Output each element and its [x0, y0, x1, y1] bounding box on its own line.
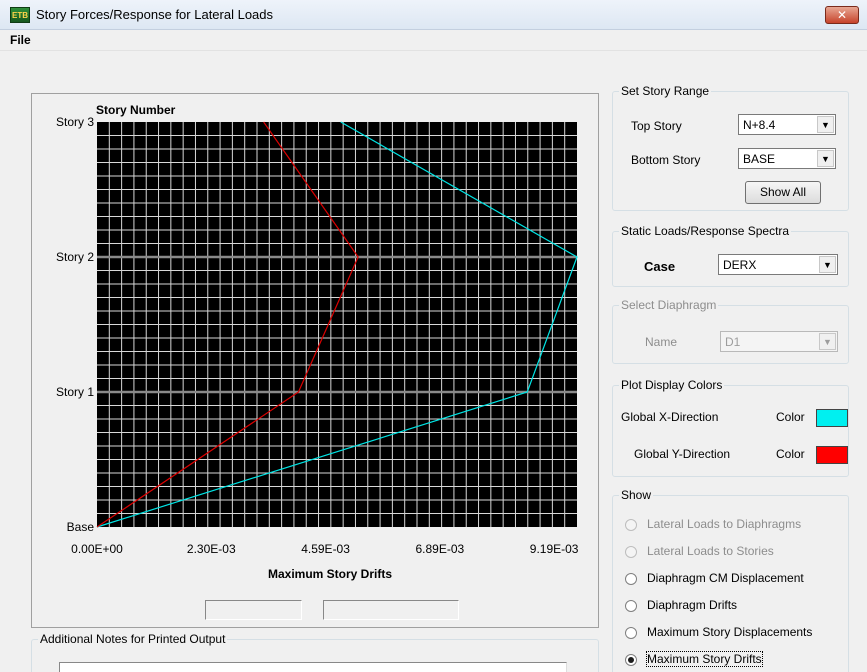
notes-group: Additional Notes for Printed Output — [31, 632, 599, 672]
show-all-button[interactable]: Show All — [745, 181, 821, 204]
show-option-label: Maximum Story Displacements — [647, 625, 813, 639]
y-tick-label: Story 2 — [56, 250, 94, 264]
x-color-label: Color — [776, 410, 805, 424]
bottom-story-label: Bottom Story — [631, 153, 701, 167]
diaphragm-group: Select Diaphragm — [612, 298, 849, 364]
close-icon[interactable]: ✕ — [836, 8, 848, 22]
bottom-story-value: BASE — [743, 152, 776, 166]
show-option-label: Lateral Loads to Diaphragms — [647, 517, 802, 531]
diaphragm-legend: Select Diaphragm — [621, 298, 717, 312]
close-button[interactable]: ✕ — [825, 6, 859, 24]
diaphragm-name-label: Name — [645, 335, 678, 349]
notes-legend: Additional Notes for Printed Output — [40, 632, 226, 646]
radio-button[interactable] — [625, 600, 637, 612]
top-story-label: Top Story — [631, 119, 682, 133]
x-color-swatch[interactable] — [816, 409, 848, 427]
y-tick-label: Story 1 — [56, 385, 94, 399]
app-icon: ETB — [10, 7, 30, 23]
show-option-label: Diaphragm CM Displacement — [647, 571, 804, 585]
chevron-down-icon[interactable]: ▼ — [817, 150, 834, 167]
case-label: Case — [644, 259, 676, 274]
show-option-label: Lateral Loads to Stories — [647, 544, 774, 558]
chevron-down-icon: ▼ — [819, 333, 836, 350]
story-range-legend: Set Story Range — [621, 84, 710, 98]
case-value: DERX — [723, 258, 757, 272]
top-story-select[interactable]: N+8.4 ▼ — [738, 114, 836, 135]
diaphragm-select: D1 ▼ — [720, 331, 838, 352]
plot-colors-group: Plot Display Colors — [612, 378, 849, 477]
x-tick-label: 6.89E-03 — [415, 542, 464, 556]
story-range-group: Set Story Range — [612, 84, 849, 211]
y-color-label: Color — [776, 447, 805, 461]
y-tick-label: Story 3 — [56, 115, 94, 129]
series-line-x-direction — [96, 121, 578, 528]
x-tick-label: 9.19E-03 — [530, 542, 579, 556]
y-direction-label: Global Y-Direction — [634, 447, 731, 461]
menu-bar: File — [0, 30, 867, 51]
show-group: Show — [612, 488, 849, 672]
radio-button — [625, 519, 637, 531]
show-option-label: Diaphragm Drifts — [647, 598, 738, 612]
plot-colors-legend: Plot Display Colors — [621, 378, 723, 392]
x-tick-label: 2.30E-03 — [187, 542, 236, 556]
series-line-y-direction — [96, 121, 359, 528]
radio-button — [625, 546, 637, 558]
static-loads-group: Static Loads/Response Spectra — [612, 224, 849, 287]
window-title: Story Forces/Response for Lateral Loads — [36, 7, 274, 22]
top-story-value: N+8.4 — [743, 118, 776, 132]
radio-button[interactable] — [625, 573, 637, 585]
chart-title: Story Number — [96, 103, 176, 117]
radio-button[interactable] — [625, 654, 637, 666]
title-bar: ETB Story Forces/Response for Lateral Lo… — [0, 0, 867, 30]
bottom-story-select[interactable]: BASE ▼ — [738, 148, 836, 169]
radio-button[interactable] — [625, 627, 637, 639]
case-select[interactable]: DERX ▼ — [718, 254, 838, 275]
y-color-swatch[interactable] — [816, 446, 848, 464]
y-tick-label: Base — [67, 520, 95, 534]
show-legend: Show — [621, 488, 652, 502]
x-direction-label: Global X-Direction — [621, 410, 719, 424]
x-tick-label: 0.00E+00 — [71, 542, 123, 556]
show-option-label: Maximum Story Drifts — [646, 651, 763, 667]
static-loads-legend: Static Loads/Response Spectra — [621, 224, 790, 238]
readout-right — [323, 600, 459, 620]
diaphragm-value: D1 — [725, 335, 741, 349]
readout-left — [205, 600, 302, 620]
notes-input[interactable] — [59, 662, 567, 672]
chevron-down-icon[interactable]: ▼ — [819, 256, 836, 273]
menu-file[interactable]: File — [10, 33, 31, 47]
chevron-down-icon[interactable]: ▼ — [817, 116, 834, 133]
x-tick-label: 4.59E-03 — [301, 542, 350, 556]
x-axis-label: Maximum Story Drifts — [268, 567, 392, 581]
